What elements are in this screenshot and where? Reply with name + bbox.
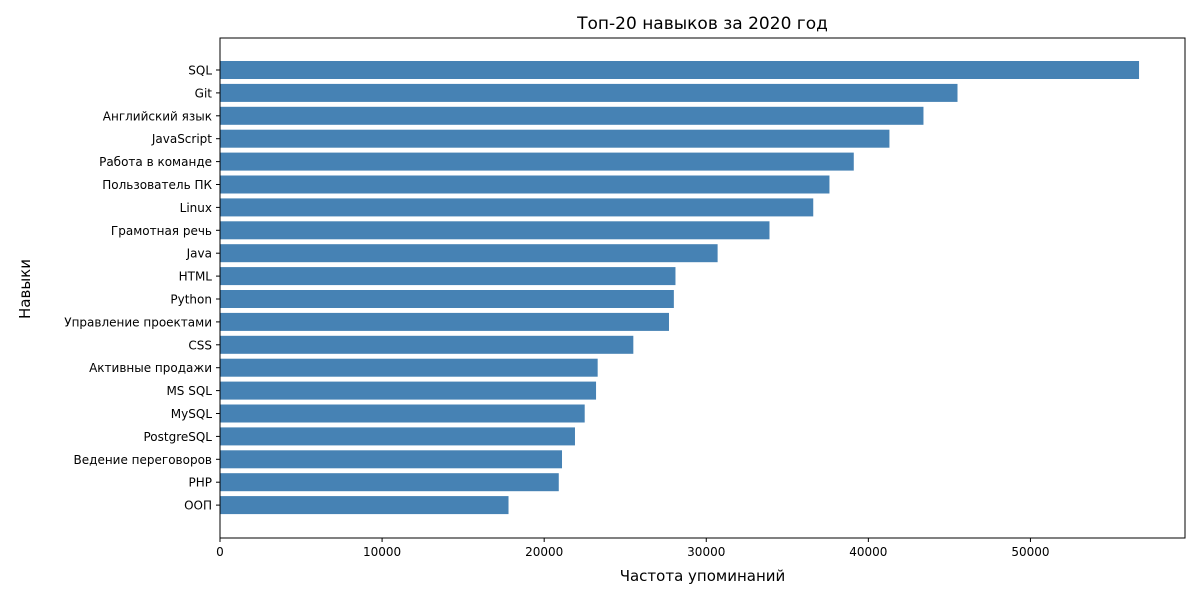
axes-layer: [219, 37, 1186, 539]
y-tick-label: Работа в команде: [99, 155, 212, 169]
x-tick-label: 40000: [849, 545, 887, 559]
y-tick-label: Java: [186, 247, 212, 261]
y-tick-label: Ведение переговоров: [74, 453, 212, 467]
x-axis-label: Частота упоминаний: [620, 567, 786, 585]
bar-14: [220, 381, 597, 400]
bar-19: [220, 496, 509, 515]
chart-title: Топ-20 навыков за 2020 год: [576, 14, 828, 34]
y-tick-label: CSS: [188, 338, 212, 352]
x-ticks: 0 10000 20000 30000 40000 50000: [216, 538, 1050, 559]
y-tick-label: MS SQL: [166, 384, 212, 398]
y-tick-label: ООП: [184, 499, 212, 513]
bar-8: [220, 244, 718, 263]
y-tick-label: JavaScript: [151, 132, 212, 146]
y-tick-label: SQL: [188, 64, 212, 78]
bar-13: [220, 358, 598, 377]
y-tick-label: HTML: [179, 270, 213, 284]
x-tick-label: 10000: [363, 545, 401, 559]
bar-0: [220, 61, 1140, 79]
bar-16: [220, 427, 575, 446]
y-tick-label: Linux: [180, 201, 212, 215]
y-tick-label: PHP: [189, 476, 213, 490]
bar-18: [220, 473, 559, 492]
bar-11: [220, 312, 669, 331]
bars-layer: [220, 61, 1140, 515]
x-tick-label: 20000: [525, 545, 563, 559]
bar-3: [220, 129, 890, 148]
y-tick-label: Активные продажи: [89, 361, 212, 375]
x-tick-label: 0: [216, 545, 224, 559]
y-tick-label: Английский язык: [103, 109, 212, 123]
plot-frame: [219, 37, 1186, 539]
bar-1: [220, 83, 958, 102]
y-ticks: SQL Git Английский язык JavaScript Работа в …: [64, 64, 220, 513]
bar-2: [220, 106, 924, 125]
y-tick-label: PostgreSQL: [143, 430, 212, 444]
x-tick-label: 30000: [687, 545, 725, 559]
bar-15: [220, 404, 585, 423]
x-tick-label: 50000: [1011, 545, 1049, 559]
bar-12: [220, 335, 634, 354]
bar-5: [220, 175, 830, 194]
bar-9: [220, 267, 676, 286]
y-tick-label: Пользователь ПК: [102, 178, 212, 192]
y-tick-label: Python: [170, 293, 212, 307]
y-tick-label: Git: [195, 86, 213, 100]
bar-17: [220, 450, 563, 469]
bar-10: [220, 290, 674, 308]
y-tick-label: MySQL: [171, 407, 213, 421]
bar-6: [220, 198, 814, 217]
y-tick-label: Грамотная речь: [111, 224, 212, 238]
y-tick-label: Управление проектами: [64, 315, 212, 329]
bar-7: [220, 221, 770, 240]
bar-4: [220, 152, 854, 171]
y-axis-label: Навыки: [16, 259, 34, 319]
